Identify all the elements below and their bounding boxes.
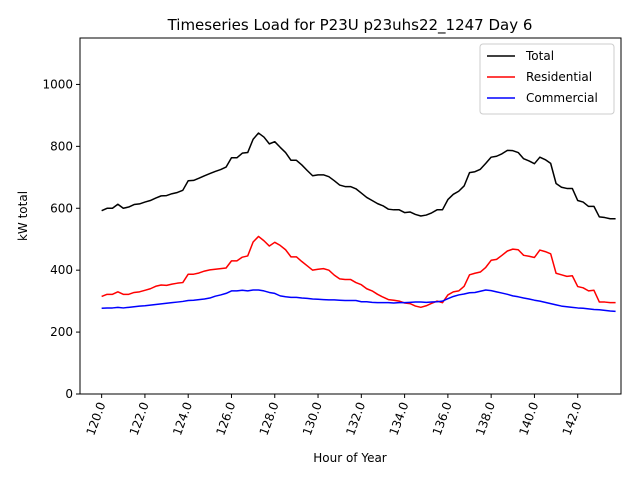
chart-title: Timeseries Load for P23U p23uhs22_1247 D… [167,16,533,35]
y-axis: 0 200 400 600 800 1000 [42,77,80,401]
y-tick-label: 400 [50,263,73,277]
y-axis-label: kW total [16,191,30,241]
legend-label-residential: Residential [526,70,592,84]
legend-label-total: Total [525,49,554,63]
y-tick-label: 600 [50,201,73,215]
legend-box [479,43,615,115]
x-axis-label: Hour of Year [313,451,387,465]
series-layer [101,132,616,313]
y-tick-label: 800 [50,139,73,153]
y-tick-label: 0 [65,387,73,401]
series-line-residential [101,235,616,309]
y-tick-label: 200 [50,325,73,339]
legend: Total Residential Commercial [479,43,615,115]
series-line-total [101,132,616,220]
legend-label-commercial: Commercial [526,91,598,105]
plot-area-frame [79,37,622,395]
y-tick-label: 1000 [42,77,73,91]
series-line-commercial [101,289,616,313]
